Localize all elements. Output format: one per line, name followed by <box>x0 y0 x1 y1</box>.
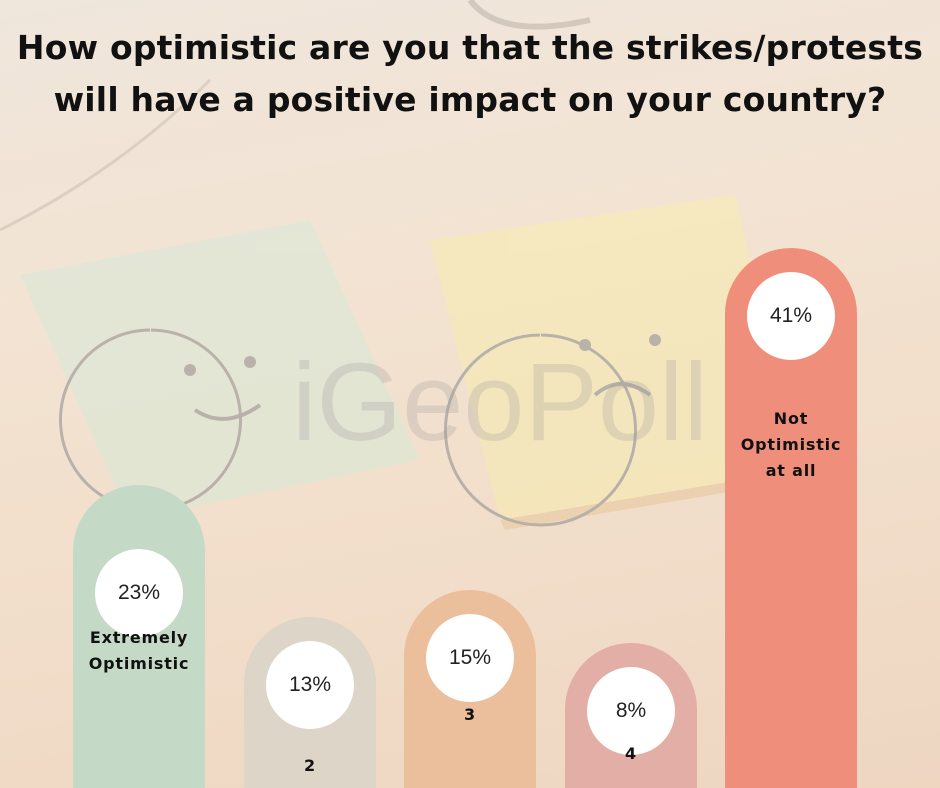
value-label-5: 41% <box>747 272 835 360</box>
watermark-text: iGeoPoll <box>292 341 708 464</box>
value-label-4: 8% <box>587 667 675 755</box>
bar-3: 15% 3 <box>404 590 536 788</box>
category-label-1: Extremely Optimistic <box>88 628 190 673</box>
chart-title: How optimistic are you that the strikes/… <box>0 22 940 126</box>
chart-title-line-1: How optimistic are you that the strikes/… <box>16 28 924 67</box>
value-label-2: 13% <box>266 641 354 729</box>
value-label-1: 23% <box>95 549 183 637</box>
category-label-5: Not Optimistic at all <box>740 409 842 480</box>
bar-1: 23% Extremely Optimistic <box>73 485 205 788</box>
category-label-3: 3 <box>464 705 476 724</box>
value-label-3: 15% <box>426 614 514 702</box>
chart-title-line-2: will have a positive impact on your coun… <box>53 80 887 119</box>
category-label-2: 2 <box>304 756 316 775</box>
bar-2: 13% 2 <box>244 617 376 788</box>
bar-5: 41% Not Optimistic at all <box>725 248 857 788</box>
category-label-4: 4 <box>625 744 637 763</box>
bar-4: 8% 4 <box>565 643 697 788</box>
